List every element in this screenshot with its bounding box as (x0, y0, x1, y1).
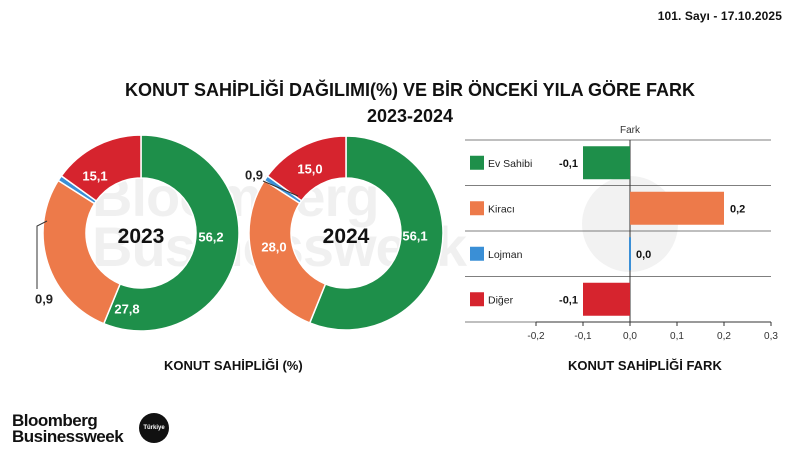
chart-subtitle: 2023-2024 (366, 106, 454, 126)
bar-x-tick-label: 0,3 (764, 331, 778, 342)
donut-caption: KONUT SAHİPLİĞİ (%) (164, 358, 303, 373)
legend-label-kiraci: Kiracı (488, 203, 515, 215)
lojman-2023-leader-line (36, 220, 48, 289)
slice-2023-kiraci (42, 179, 122, 325)
slice-label-2024-kiraci: 28,0 (261, 239, 287, 255)
donut-2023-year: 2023 (117, 225, 165, 248)
bar-value-label-kiraci: 0,2 (730, 203, 745, 215)
bar-x-tick-label: 0,2 (717, 331, 731, 342)
bar-x-tick-label: 0,1 (670, 331, 684, 342)
bar-diger (583, 282, 630, 316)
slice-2024-kiraci (248, 179, 327, 324)
bar-ev-sahibi (583, 146, 630, 180)
issue-date: 101. Sayı - 17.10.2025 (657, 9, 782, 23)
slice-label-2024-lojman: 0,9 (244, 167, 264, 183)
legend-label-ev-sahibi: Ev Sahibi (488, 158, 532, 170)
slice-label-2024-ev-sahibi: 56,1 (402, 228, 428, 244)
legend-swatch-diger (470, 292, 484, 307)
donut-2024-year: 2024 (322, 225, 370, 248)
bar-xlabel: Fark (620, 125, 641, 136)
bar-kiraci (630, 191, 724, 225)
bar-caption: KONUT SAHİPLİĞİ FARK (568, 358, 722, 373)
slice-2023-diger (60, 134, 142, 202)
legend-swatch-ev-sahibi (470, 155, 484, 170)
slice-2024-ev-sahibi (308, 135, 444, 331)
bar-x-tick-label: -0,1 (574, 331, 592, 342)
bar-value-label-diger: -0,1 (559, 294, 578, 306)
slice-2023-ev-sahibi (102, 134, 240, 332)
legend-swatch-lojman (470, 246, 484, 261)
slice-label-2023-lojman: 0,9 (34, 291, 54, 307)
bar-x-tick-label: 0,0 (623, 331, 637, 342)
logo-line2: Businessweek (12, 427, 124, 446)
bar-x-tick-label: -0,2 (527, 331, 545, 342)
bloomberg-logo: Bloomberg Businessweek (12, 411, 124, 446)
turkiye-badge: Türkiye (139, 413, 169, 443)
slice-2024-diger (266, 135, 347, 202)
slice-label-2023-diger: 15,1 (82, 168, 108, 184)
legend-swatch-kiraci (470, 201, 484, 216)
bar-lojman (629, 237, 631, 271)
lojman-2024-leader-line (262, 180, 299, 197)
chart-title: KONUT SAHİPLİĞİ DAĞILIMI(%) VE BİR ÖNCEK… (124, 80, 696, 100)
bar-value-label-ev-sahibi: -0,1 (559, 158, 578, 170)
logo-line1: Bloomberg (12, 411, 98, 430)
slice-label-2023-kiraci: 27,8 (114, 301, 140, 317)
slice-label-2024-diger: 15,0 (297, 161, 323, 177)
legend-label-lojman: Lojman (488, 249, 523, 261)
slice-label-2023-ev-sahibi: 56,2 (198, 229, 224, 245)
bar-value-label-lojman: 0,0 (636, 249, 651, 261)
legend-label-diger: Diğer (488, 294, 514, 306)
